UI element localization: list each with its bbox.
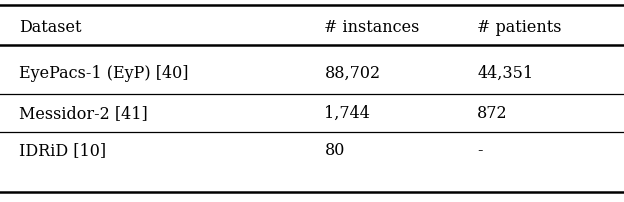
Text: Dataset: Dataset [19,19,81,36]
Text: 1,744: 1,744 [324,105,371,122]
Text: EyePacs-1 (EyP) [40]: EyePacs-1 (EyP) [40] [19,65,188,82]
Text: # patients: # patients [477,19,562,36]
Text: Messidor-2 [41]: Messidor-2 [41] [19,105,147,122]
Text: IDRiD [10]: IDRiD [10] [19,142,106,159]
Text: 872: 872 [477,105,508,122]
Text: # instances: # instances [324,19,420,36]
Text: 80: 80 [324,142,345,159]
Text: 88,702: 88,702 [324,65,381,82]
Text: 44,351: 44,351 [477,65,534,82]
Text: -: - [477,142,483,159]
